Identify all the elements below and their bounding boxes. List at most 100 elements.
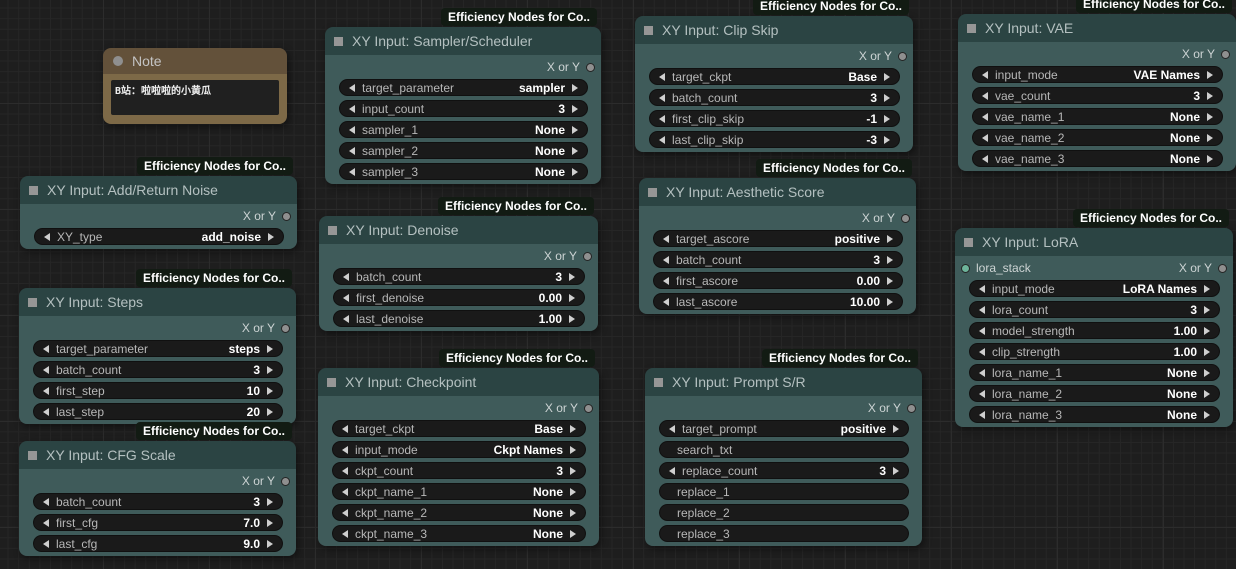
increment-arrow-icon[interactable] — [893, 466, 899, 475]
output-socket[interactable] — [901, 213, 910, 223]
decrement-arrow-icon[interactable] — [349, 83, 355, 92]
decrement-arrow-icon[interactable] — [43, 539, 49, 548]
increment-arrow-icon[interactable] — [884, 72, 890, 81]
increment-arrow-icon[interactable] — [267, 539, 273, 548]
collapse-box-icon[interactable] — [644, 25, 653, 35]
collapse-box-icon[interactable] — [28, 450, 37, 460]
output-socket[interactable] — [584, 403, 593, 413]
widget-sampler_2[interactable]: sampler_2 None — [339, 142, 588, 159]
decrement-arrow-icon[interactable] — [982, 91, 988, 100]
widget-replace_1[interactable]: replace_1 — [659, 483, 909, 500]
widget-ckpt_name_2[interactable]: ckpt_name_2 None — [332, 504, 586, 521]
node-sampler-scheduler[interactable]: Efficiency Nodes for Co.. XY Input: Sampl… — [325, 8, 601, 184]
node-titlebar[interactable]: XY Input: LoRA — [955, 228, 1233, 256]
decrement-arrow-icon[interactable] — [342, 487, 348, 496]
note-dot-icon[interactable] — [113, 56, 123, 66]
output-socket[interactable] — [282, 211, 291, 221]
increment-arrow-icon[interactable] — [267, 365, 273, 374]
increment-arrow-icon[interactable] — [1204, 326, 1210, 335]
decrement-arrow-icon[interactable] — [982, 70, 988, 79]
decrement-arrow-icon[interactable] — [659, 114, 665, 123]
increment-arrow-icon[interactable] — [572, 167, 578, 176]
collapse-box-icon[interactable] — [29, 185, 38, 195]
widget-target_ckpt[interactable]: target_ckpt Base — [649, 68, 900, 85]
decrement-arrow-icon[interactable] — [659, 72, 665, 81]
decrement-arrow-icon[interactable] — [979, 368, 985, 377]
widget-first_cfg[interactable]: first_cfg 7.0 — [33, 514, 283, 531]
decrement-arrow-icon[interactable] — [349, 125, 355, 134]
node-titlebar[interactable]: XY Input: CFG Scale — [19, 441, 296, 469]
widget-first_step[interactable]: first_step 10 — [33, 382, 283, 399]
widget-model_strength[interactable]: model_strength 1.00 — [969, 322, 1220, 339]
increment-arrow-icon[interactable] — [884, 93, 890, 102]
increment-arrow-icon[interactable] — [887, 297, 893, 306]
node-titlebar[interactable]: XY Input: Denoise — [319, 216, 598, 244]
decrement-arrow-icon[interactable] — [349, 167, 355, 176]
widget-clip_strength[interactable]: clip_strength 1.00 — [969, 343, 1220, 360]
collapse-box-icon[interactable] — [654, 377, 663, 387]
widget-batch_count[interactable]: batch_count 3 — [333, 268, 585, 285]
increment-arrow-icon[interactable] — [1207, 133, 1213, 142]
decrement-arrow-icon[interactable] — [44, 232, 50, 241]
output-socket[interactable] — [281, 476, 290, 486]
decrement-arrow-icon[interactable] — [979, 410, 985, 419]
node-denoise[interactable]: Efficiency Nodes for Co.. XY Input: Denoi… — [319, 197, 598, 331]
increment-arrow-icon[interactable] — [572, 125, 578, 134]
increment-arrow-icon[interactable] — [267, 407, 273, 416]
increment-arrow-icon[interactable] — [267, 386, 273, 395]
decrement-arrow-icon[interactable] — [982, 154, 988, 163]
increment-arrow-icon[interactable] — [1207, 154, 1213, 163]
widget-sampler_3[interactable]: sampler_3 None — [339, 163, 588, 180]
node-cfg-scale[interactable]: Efficiency Nodes for Co.. XY Input: CFG S… — [19, 422, 296, 556]
widget-ckpt_count[interactable]: ckpt_count 3 — [332, 462, 586, 479]
decrement-arrow-icon[interactable] — [663, 255, 669, 264]
increment-arrow-icon[interactable] — [1204, 368, 1210, 377]
decrement-arrow-icon[interactable] — [349, 146, 355, 155]
output-socket[interactable] — [907, 403, 916, 413]
decrement-arrow-icon[interactable] — [43, 365, 49, 374]
widget-sampler_1[interactable]: sampler_1 None — [339, 121, 588, 138]
decrement-arrow-icon[interactable] — [663, 276, 669, 285]
widget-lora_name_3[interactable]: lora_name_3 None — [969, 406, 1220, 423]
output-socket[interactable] — [1218, 263, 1227, 273]
node-titlebar[interactable]: XY Input: VAE — [958, 14, 1236, 42]
increment-arrow-icon[interactable] — [887, 234, 893, 243]
increment-arrow-icon[interactable] — [570, 529, 576, 538]
widget-first_ascore[interactable]: first_ascore 0.00 — [653, 272, 903, 289]
decrement-arrow-icon[interactable] — [342, 508, 348, 517]
node-vae[interactable]: Efficiency Nodes for Co.. XY Input: VAE X … — [958, 0, 1236, 171]
decrement-arrow-icon[interactable] — [659, 135, 665, 144]
widget-target_parameter[interactable]: target_parameter sampler — [339, 79, 588, 96]
node-titlebar[interactable]: XY Input: Prompt S/R — [645, 368, 922, 396]
increment-arrow-icon[interactable] — [572, 83, 578, 92]
increment-arrow-icon[interactable] — [570, 487, 576, 496]
node-checkpoint[interactable]: Efficiency Nodes for Co.. XY Input: Check… — [318, 349, 599, 546]
widget-ckpt_name_3[interactable]: ckpt_name_3 None — [332, 525, 586, 542]
widget-target_parameter[interactable]: target_parameter steps — [33, 340, 283, 357]
node-steps[interactable]: Efficiency Nodes for Co.. XY Input: Steps… — [19, 269, 296, 424]
widget-last_ascore[interactable]: last_ascore 10.00 — [653, 293, 903, 310]
decrement-arrow-icon[interactable] — [342, 424, 348, 433]
decrement-arrow-icon[interactable] — [43, 386, 49, 395]
decrement-arrow-icon[interactable] — [669, 424, 675, 433]
node-add-return-noise[interactable]: Efficiency Nodes for Co.. XY Input: Add/R… — [20, 157, 297, 249]
increment-arrow-icon[interactable] — [570, 445, 576, 454]
collapse-box-icon[interactable] — [964, 237, 973, 247]
node-titlebar[interactable]: XY Input: Checkpoint — [318, 368, 599, 396]
decrement-arrow-icon[interactable] — [43, 407, 49, 416]
increment-arrow-icon[interactable] — [569, 293, 575, 302]
widget-target_ascore[interactable]: target_ascore positive — [653, 230, 903, 247]
collapse-box-icon[interactable] — [967, 23, 976, 33]
increment-arrow-icon[interactable] — [1204, 284, 1210, 293]
increment-arrow-icon[interactable] — [268, 232, 274, 241]
widget-target_prompt[interactable]: target_prompt positive — [659, 420, 909, 437]
node-aesthetic-score[interactable]: Efficiency Nodes for Co.. XY Input: Aesth… — [639, 159, 916, 314]
widget-first_denoise[interactable]: first_denoise 0.00 — [333, 289, 585, 306]
increment-arrow-icon[interactable] — [267, 518, 273, 527]
node-titlebar[interactable]: XY Input: Sampler/Scheduler — [325, 27, 601, 55]
widget-batch_count[interactable]: batch_count 3 — [649, 89, 900, 106]
output-socket[interactable] — [1221, 49, 1230, 59]
increment-arrow-icon[interactable] — [1204, 305, 1210, 314]
increment-arrow-icon[interactable] — [1207, 70, 1213, 79]
decrement-arrow-icon[interactable] — [663, 234, 669, 243]
